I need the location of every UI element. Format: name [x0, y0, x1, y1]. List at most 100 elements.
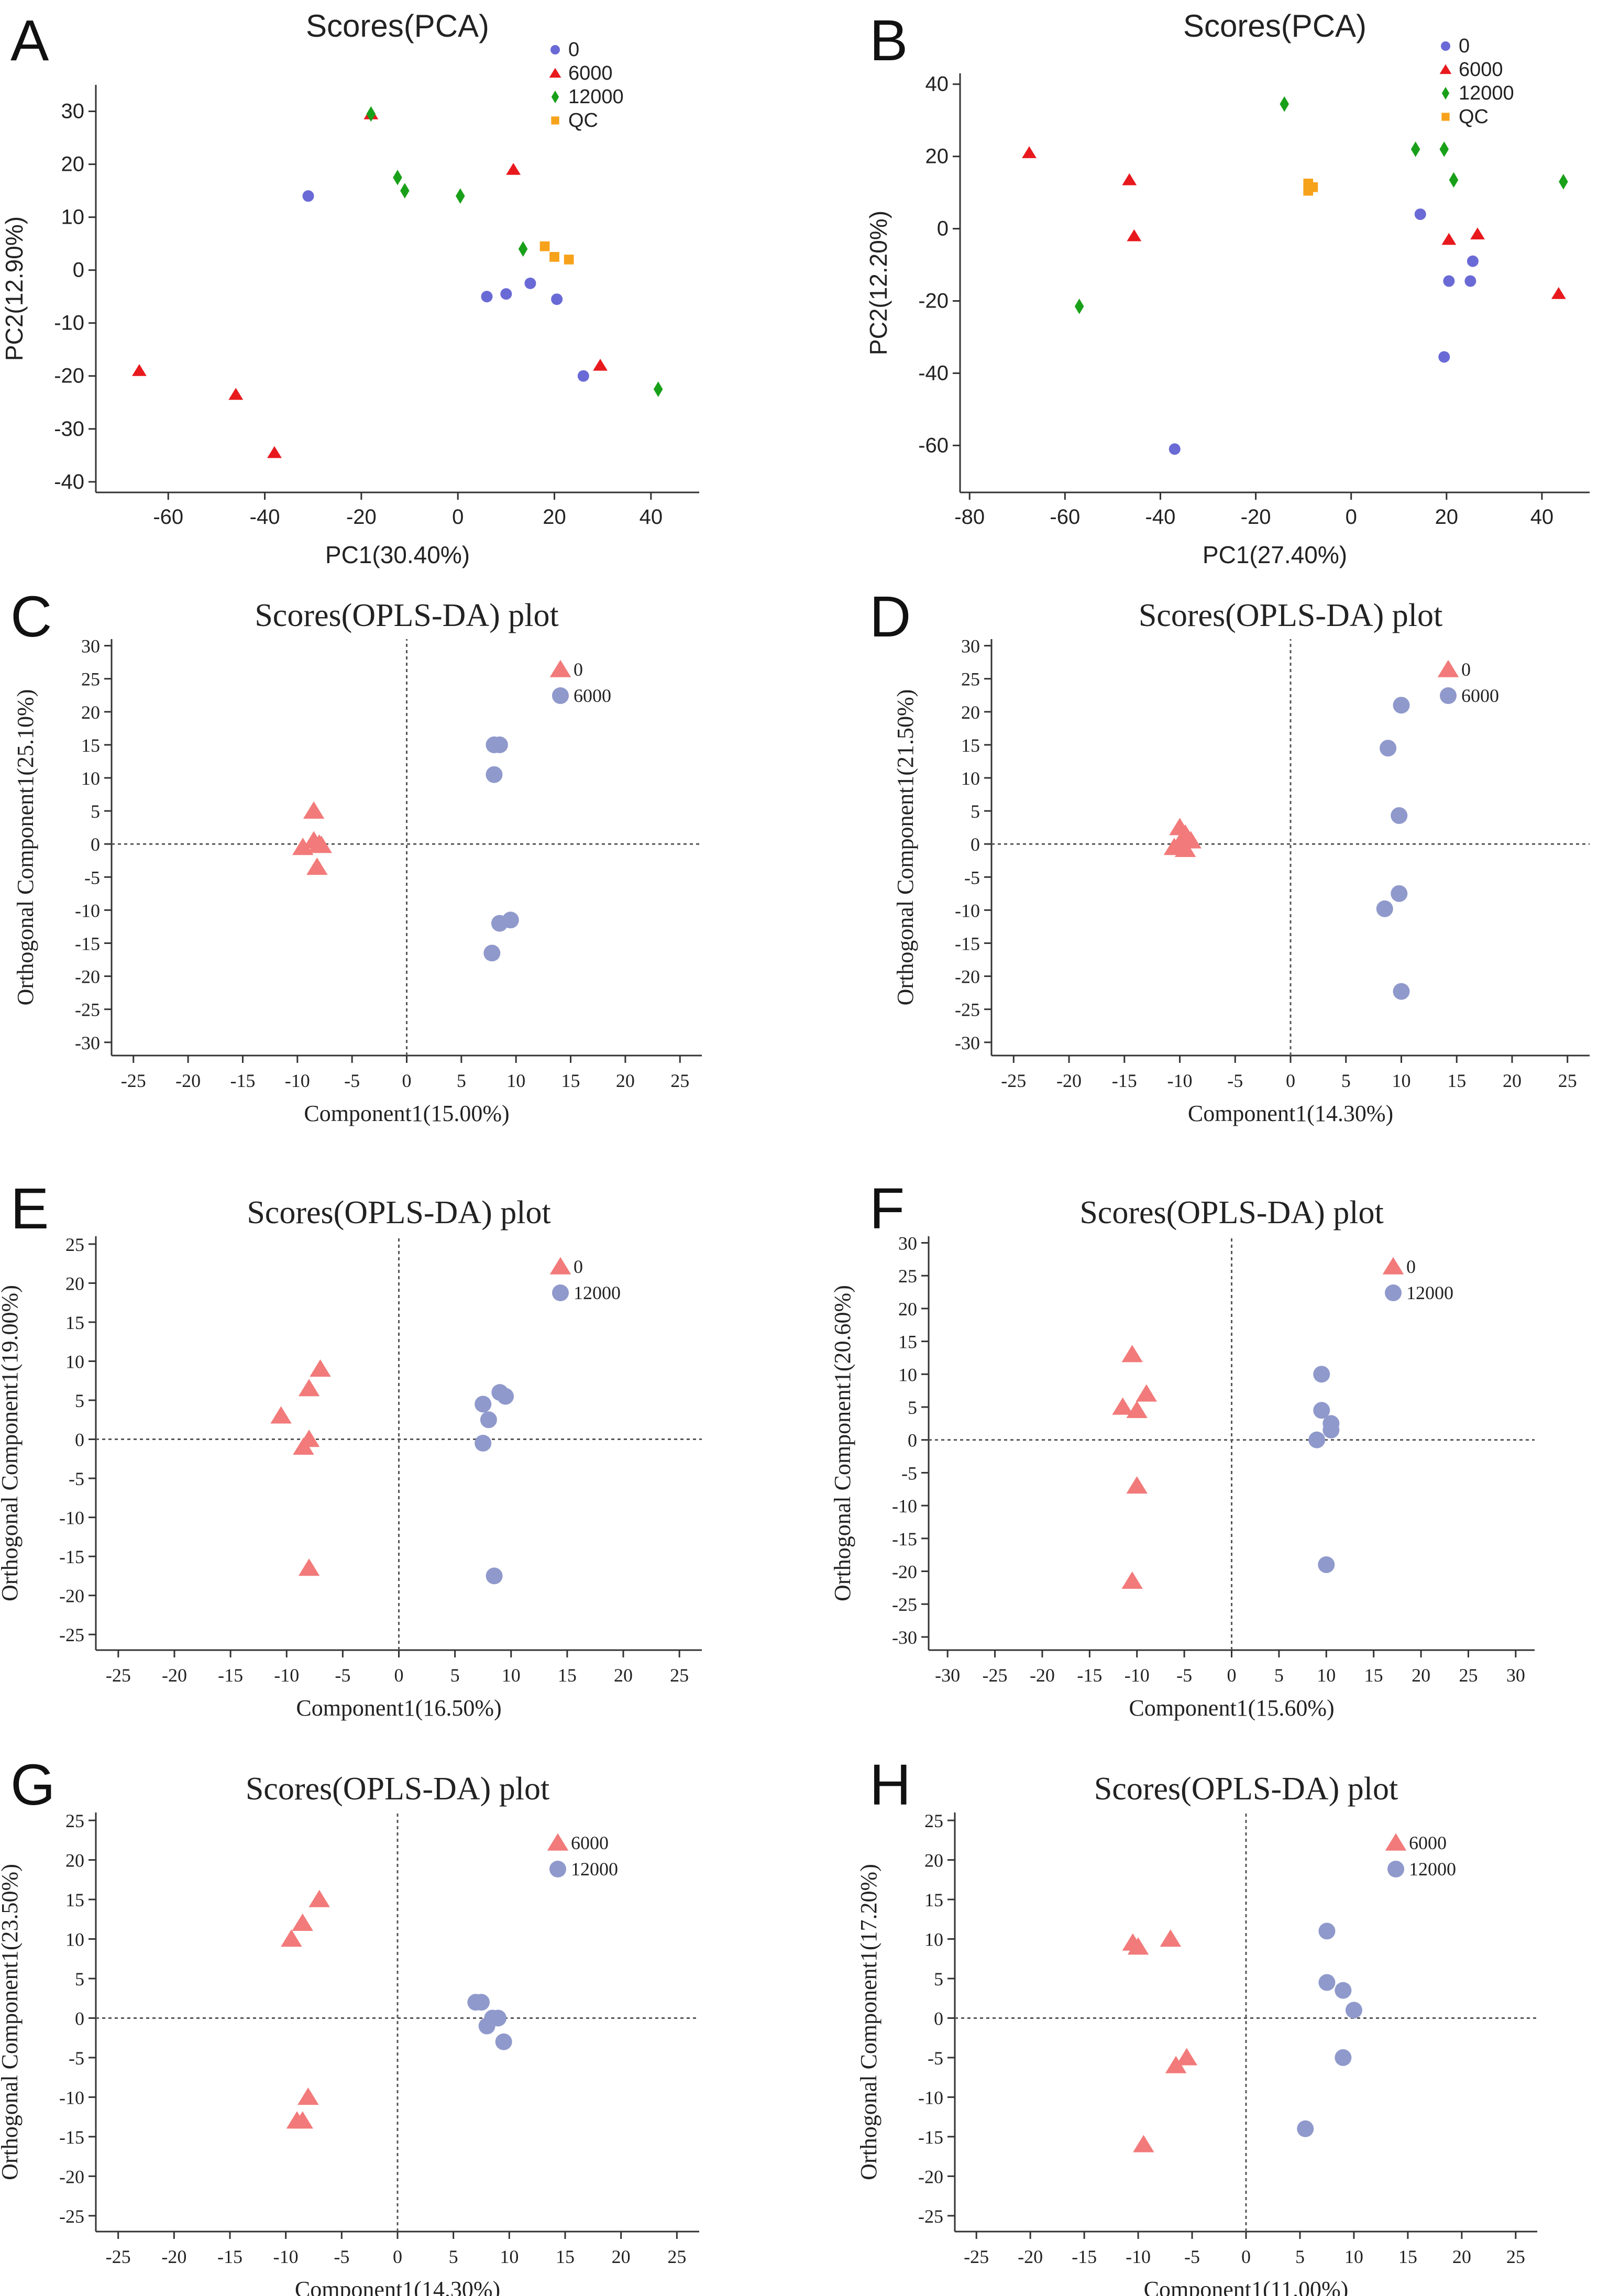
y-tick-label: 30 — [61, 100, 85, 123]
data-point — [1169, 443, 1181, 455]
x-tick-label: -20 — [1241, 506, 1271, 529]
x-tick-label: 0 — [452, 506, 464, 529]
y-tick-label: 0 — [934, 2008, 943, 2029]
data-point — [311, 836, 332, 853]
x-tick-label: -20 — [161, 2246, 186, 2267]
x-tick-label: -20 — [162, 1665, 187, 1686]
x-tick-label: -5 — [1184, 2246, 1200, 2267]
y-tick-label: 20 — [65, 1273, 84, 1294]
data-point — [297, 2087, 319, 2105]
x-tick-label: -15 — [1112, 1070, 1137, 1091]
data-point — [400, 183, 410, 199]
data-point — [593, 358, 608, 371]
x-tick-label: -20 — [1056, 1070, 1082, 1091]
y-tick-label: -10 — [75, 900, 100, 921]
data-point — [1022, 146, 1037, 158]
legend-marker — [1441, 86, 1450, 100]
data-point — [475, 1435, 492, 1452]
x-tick-label: 10 — [1344, 2246, 1363, 2267]
data-point — [1464, 275, 1476, 287]
x-tick-label: -60 — [153, 506, 183, 529]
data-point — [653, 381, 663, 397]
data-point — [1303, 185, 1314, 196]
y-tick-label: -40 — [918, 361, 949, 385]
y-tick-label: 20 — [65, 1850, 84, 1871]
data-point — [1551, 287, 1566, 299]
data-point — [473, 1994, 490, 2011]
data-point — [1318, 1556, 1335, 1573]
y-tick-label: 10 — [961, 768, 980, 789]
data-point — [1112, 1397, 1133, 1415]
data-point — [1121, 1571, 1143, 1589]
data-point — [1380, 740, 1397, 757]
y-axis-label: Orthogonal Component1(23.50%) — [0, 1864, 23, 2180]
x-tick-label: 0 — [1227, 1665, 1237, 1686]
y-tick-label: -20 — [75, 966, 100, 987]
data-point — [1449, 172, 1459, 188]
x-tick-label: 15 — [1364, 1665, 1383, 1686]
data-point — [486, 766, 503, 783]
x-axis-label: PC1(30.40%) — [325, 541, 470, 568]
legend-marker — [1441, 113, 1450, 121]
y-tick-label: -30 — [54, 418, 84, 441]
y-tick-label: 0 — [75, 1430, 84, 1451]
y-axis-label: Orthogonal Component1(17.20%) — [856, 1864, 881, 2180]
data-point — [1414, 208, 1426, 220]
y-tick-label: 15 — [65, 1312, 84, 1333]
legend-marker — [1385, 1833, 1407, 1851]
x-tick-label: 25 — [667, 2246, 686, 2267]
x-tick-label: -15 — [230, 1070, 255, 1091]
legend-label: 6000 — [574, 685, 611, 706]
panel-b: B Scores(PCA) -80 -60 -40 -20 0 20 40 -60 -40 -20 0 2… — [865, 8, 1590, 568]
x-tick-label: -30 — [935, 1665, 960, 1686]
chart-title: Scores(OPLS-DA) plot — [1139, 598, 1442, 633]
data-point — [298, 1379, 320, 1397]
x-axis-label: Component1(16.50%) — [296, 1695, 501, 1721]
legend-marker — [1437, 660, 1459, 677]
chart-title: Scores(PCA) — [1183, 8, 1366, 43]
y-tick-label: 25 — [898, 1266, 917, 1287]
y-tick-label: 10 — [61, 206, 85, 229]
y-tick-label: -10 — [918, 2087, 943, 2108]
data-point — [456, 188, 465, 204]
y-tick-label: 20 — [61, 153, 85, 176]
chart-title: Scores(OPLS-DA) plot — [246, 1771, 549, 1807]
y-tick-label: -60 — [918, 434, 949, 457]
x-tick-label: 0 — [1346, 506, 1357, 529]
data-point — [1127, 1937, 1149, 1955]
y-tick-label: -15 — [59, 2127, 84, 2148]
panel-h: H Scores(OPLS-DA) plot -25 -20 -15 -10 -5 0 5 10 1… — [856, 1753, 1537, 2296]
y-tick-label: -15 — [75, 933, 100, 954]
y-tick-label: 0 — [73, 259, 84, 282]
x-tick-label: -20 — [1030, 1665, 1055, 1686]
y-tick-label: -15 — [955, 933, 980, 954]
y-tick-label: 0 — [91, 834, 100, 855]
data-point — [1335, 1982, 1352, 1999]
data-point — [1393, 697, 1410, 714]
data-point — [577, 370, 589, 382]
y-tick-label: -10 — [892, 1496, 917, 1517]
legend-label: QC — [1459, 106, 1489, 128]
data-point — [1121, 1345, 1143, 1363]
x-tick-label: 5 — [450, 1665, 460, 1686]
y-tick-label: -5 — [69, 1468, 84, 1489]
legend-label: 0 — [1459, 35, 1470, 57]
data-point — [524, 277, 536, 289]
y-axis-label: PC2(12.20%) — [865, 211, 892, 355]
y-tick-label: -20 — [892, 1562, 917, 1583]
data-point — [1280, 96, 1290, 112]
legend-marker — [547, 1833, 569, 1851]
y-tick-label: 0 — [937, 217, 949, 240]
x-tick-label: -40 — [250, 506, 280, 529]
x-axis-label: PC1(27.40%) — [1203, 541, 1347, 568]
legend-label: 6000 — [1461, 685, 1499, 706]
x-tick-label: -25 — [106, 2246, 131, 2267]
data-point — [1323, 1421, 1340, 1438]
data-point — [366, 106, 376, 122]
data-point — [564, 255, 574, 265]
data-point — [500, 288, 512, 300]
y-tick-label: 30 — [898, 1233, 917, 1254]
y-tick-label: 10 — [65, 1929, 84, 1950]
panel-d: D Scores(OPLS-DA) plot -25 -20 -15 -10 -5 0 5 10 1… — [869, 585, 1590, 1126]
data-point — [483, 944, 501, 962]
